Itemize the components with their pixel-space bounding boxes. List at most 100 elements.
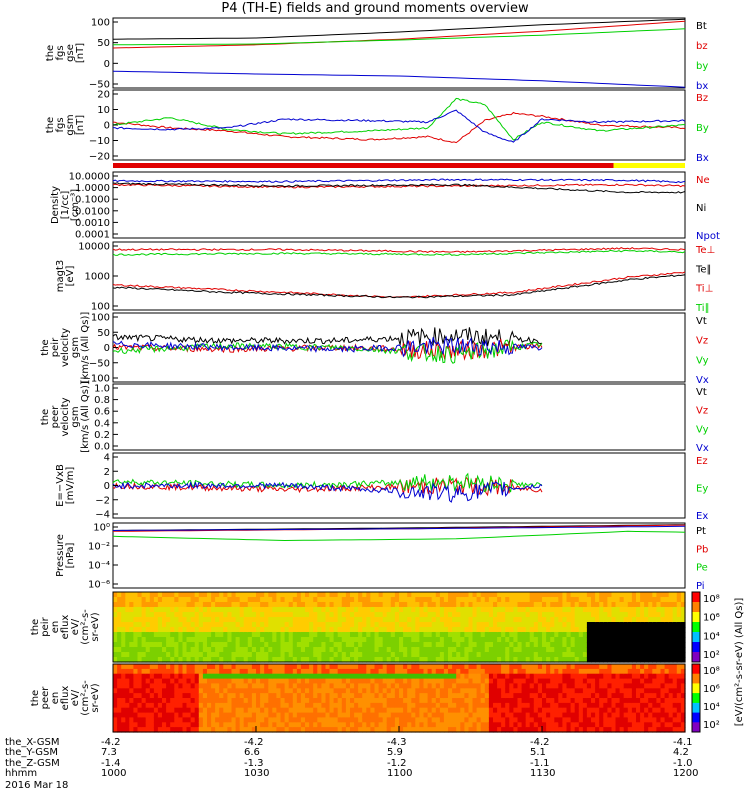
heat-cell (174, 668, 179, 675)
heat-cell (129, 632, 134, 638)
heat-cell (578, 612, 584, 618)
heat-cell (415, 612, 420, 618)
heat-cell (358, 602, 363, 608)
heat-cell (198, 668, 204, 675)
heat-cell (423, 602, 429, 608)
heat-cell (591, 664, 596, 670)
heat-cell (276, 612, 282, 618)
heat-cell (313, 622, 318, 628)
heat-cell (517, 673, 523, 680)
heat-cell (374, 717, 380, 723)
heat-cell (636, 647, 641, 653)
heat-cell (448, 722, 453, 728)
heat-cell (456, 652, 461, 658)
heat-cell (231, 688, 237, 694)
heat-cell (415, 688, 420, 694)
heat-cell (300, 632, 306, 638)
heat-cell (276, 727, 282, 733)
heat-cell (121, 678, 126, 685)
heat-cell (399, 698, 404, 704)
heat-cell (619, 592, 625, 598)
heat-cell (644, 622, 649, 628)
heat-cell (284, 702, 290, 709)
heat-cell (190, 632, 196, 638)
footer-value: -1.0 (673, 757, 693, 769)
heat-cell (603, 673, 608, 680)
heat-cell (493, 632, 498, 638)
heat-cell (256, 602, 261, 608)
heat-cell (452, 722, 457, 728)
heat-cell (443, 702, 449, 709)
heat-cell (345, 627, 351, 633)
heat-cell (317, 717, 322, 723)
heat-cell (362, 702, 367, 709)
y-tick-label: 100 (91, 302, 110, 313)
heat-cell (419, 632, 425, 638)
heat-cell (354, 664, 359, 670)
heat-cell (251, 617, 257, 623)
heat-cell (317, 622, 322, 628)
heat-cell (493, 642, 498, 648)
heat-cell (435, 693, 441, 699)
heat-cell (141, 664, 147, 670)
heat-cell (317, 678, 322, 685)
heat-cell (607, 612, 613, 618)
heat-cell (644, 712, 649, 719)
heat-cell (427, 627, 433, 633)
heat-cell (558, 657, 563, 663)
heat-cell (288, 668, 294, 675)
heat-cell (153, 688, 159, 694)
heat-cell (603, 642, 608, 648)
heat-cell (672, 617, 678, 623)
heat-cell (505, 652, 510, 658)
heat-cell (423, 717, 429, 723)
heat-cell (207, 664, 212, 670)
heat-cell (488, 592, 494, 598)
heat-cell (251, 712, 257, 719)
heat-cell (586, 727, 592, 733)
heat-cell (570, 727, 576, 733)
heat-cell (231, 698, 237, 704)
heat-cell (149, 617, 155, 623)
heat-cell (558, 607, 563, 613)
heat-cell (509, 688, 514, 694)
heat-cell (145, 693, 151, 699)
heat-cell (636, 668, 641, 675)
heat-cell (488, 607, 494, 613)
heat-cell (219, 727, 224, 733)
heat-cell (578, 717, 584, 723)
heat-cell (529, 607, 535, 613)
heat-cell (378, 712, 384, 719)
heat-cell (382, 722, 388, 728)
heat-cell (619, 722, 625, 728)
heat-cell (399, 668, 404, 675)
y-tick-label: 100 (91, 313, 110, 324)
heat-cell (521, 612, 527, 618)
heat-cell (211, 664, 216, 670)
y-tick-label: 1.0 (94, 384, 110, 395)
heat-cell (329, 637, 335, 643)
heat-cell (525, 652, 531, 658)
heat-cell (350, 642, 355, 648)
heat-cell (513, 664, 519, 670)
heat-cell (431, 647, 437, 653)
heat-cell (415, 702, 420, 709)
heat-cell (276, 717, 282, 723)
heat-cell (170, 712, 175, 719)
heat-cell (264, 668, 269, 675)
heat-cell (394, 707, 400, 714)
heat-cell (358, 642, 363, 648)
heat-cell (345, 617, 351, 623)
heat-cell (570, 627, 576, 633)
heat-cell (186, 683, 192, 689)
heat-cell (309, 678, 314, 685)
heat-cell (141, 702, 147, 709)
heat-cell (374, 627, 380, 633)
heat-cell (542, 647, 547, 653)
heat-cell (243, 698, 249, 704)
heat-cell (566, 727, 572, 733)
heat-cell (198, 664, 204, 670)
heat-cell (599, 678, 604, 685)
heat-cell (215, 702, 220, 709)
heat-cell (484, 607, 490, 613)
